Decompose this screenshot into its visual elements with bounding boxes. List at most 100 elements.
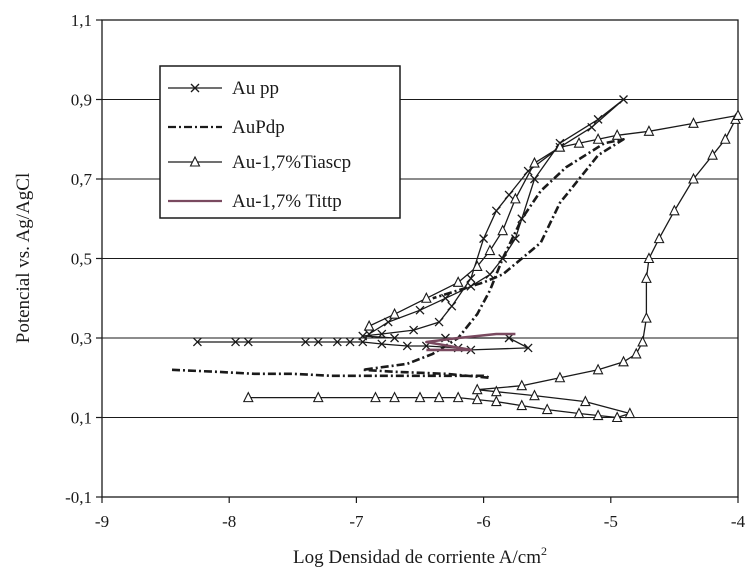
data-point-triangle-marker: [592, 363, 604, 375]
data-point-x-marker: [377, 339, 387, 349]
data-point-x-marker: [192, 337, 202, 347]
series-line: [248, 114, 739, 419]
data-point-triangle-marker: [471, 393, 483, 405]
data-point-x-marker: [231, 337, 241, 347]
data-point-triangle-marker: [516, 399, 528, 411]
data-point-x-marker: [485, 269, 495, 279]
data-point-x-marker: [479, 234, 489, 244]
data-point-x-marker: [447, 301, 457, 311]
data-point-triangle-marker: [312, 391, 324, 403]
legend-label: AuPdp: [232, 117, 285, 138]
data-point-triangle-marker: [554, 140, 566, 152]
data-point-triangle-marker: [618, 355, 629, 367]
series-4: [425, 332, 516, 352]
data-point-triangle-marker: [592, 409, 604, 421]
y-tick-label: 0,7: [71, 170, 93, 189]
data-series: [171, 95, 744, 423]
data-point-triangle-marker: [363, 319, 375, 331]
data-point-x-marker: [504, 190, 514, 200]
data-point-x-marker: [409, 325, 419, 335]
data-point-triangle-marker: [688, 117, 699, 128]
data-point-triangle-marker: [471, 383, 483, 395]
data-point-triangle-marker: [611, 129, 623, 140]
data-point-x-marker: [523, 343, 533, 353]
data-point-triangle-marker: [433, 391, 445, 403]
data-point-x-marker: [466, 273, 476, 283]
data-point-x-marker: [313, 337, 323, 347]
legend-label: Au-1,7% Tittp: [232, 191, 342, 212]
data-point-triangle-marker: [719, 133, 731, 144]
series-3: [242, 109, 744, 423]
data-point-x-marker: [510, 234, 520, 244]
data-point-triangle-marker: [389, 391, 400, 403]
x-tick-label: -9: [95, 512, 109, 531]
data-point-triangle-marker: [414, 391, 426, 403]
data-point-x-marker: [530, 174, 539, 184]
y-axis-ticks: -0,1 0,1 0,3 0,5 0,7 0,9 1,1: [65, 11, 102, 507]
data-point-x-marker: [504, 333, 514, 343]
data-point-x-marker: [587, 122, 597, 132]
data-point-triangle-marker: [579, 395, 591, 407]
legend: Au pp AuPdp Au-1,7%Tiascp Au-1,7% Tittp: [159, 65, 401, 219]
y-tick-label: 0,3: [71, 329, 92, 348]
data-point-x-marker: [345, 337, 355, 347]
data-point-x-marker: [364, 329, 374, 339]
data-point-triangle-marker: [630, 347, 642, 359]
legend-box: [159, 65, 401, 219]
data-point-triangle-marker: [389, 307, 400, 319]
data-point-triangle-marker: [516, 379, 528, 391]
x-tick-label: -8: [222, 512, 236, 531]
data-point-triangle-marker: [541, 403, 553, 415]
data-point-x-marker: [434, 317, 444, 327]
data-point-triangle-marker: [497, 224, 509, 236]
data-point-triangle-marker: [573, 407, 585, 419]
data-point-triangle-marker: [452, 391, 464, 403]
data-point-x-marker: [523, 166, 533, 176]
data-point-triangle-marker: [189, 155, 201, 167]
x-tick-label: -7: [349, 512, 364, 531]
data-point-triangle-marker: [643, 125, 655, 136]
data-point-triangle-marker: [637, 335, 648, 347]
y-tick-label: -0,1: [65, 488, 92, 507]
data-point-x-marker: [619, 95, 628, 104]
legend-item: Au-1,7%Tiascp: [168, 152, 351, 173]
legend-label: Au pp: [232, 78, 279, 99]
x-tick-label: -5: [604, 512, 618, 531]
legend-item: AuPdp: [168, 117, 285, 138]
series-2: [171, 138, 625, 380]
data-point-triangle-marker: [641, 272, 652, 283]
data-point-x-marker: [415, 305, 425, 315]
data-point-x-marker: [190, 83, 200, 93]
data-point-triangle-marker: [510, 192, 521, 204]
data-point-triangle-marker: [242, 391, 254, 403]
data-point-triangle-marker: [471, 260, 483, 272]
series-line: [171, 138, 625, 380]
data-point-x-marker: [358, 331, 368, 341]
x-axis-ticks: -9 -8 -7 -6 -5 -4: [95, 497, 745, 531]
data-point-triangle-marker: [370, 391, 381, 403]
data-point-x-marker: [440, 293, 450, 303]
data-point-x-marker: [491, 206, 501, 216]
data-point-x-marker: [332, 337, 342, 347]
series-line: [425, 332, 516, 352]
y-axis-title: Potencial vs. Ag/AgCl: [13, 173, 34, 343]
data-point-triangle-marker: [484, 244, 496, 256]
data-point-x-marker: [377, 329, 387, 339]
x-axis-title: Log Densidad de corriente A/cm2: [293, 544, 547, 568]
legend-label: Au-1,7%Tiascp: [232, 152, 351, 173]
x-tick-label: -4: [731, 512, 745, 531]
y-tick-label: 0,5: [71, 250, 92, 269]
data-point-x-marker: [402, 341, 412, 351]
data-point-triangle-marker: [653, 232, 665, 244]
legend-item: Au pp: [168, 78, 279, 99]
data-point-triangle-marker: [420, 292, 432, 303]
legend-item: Au-1,7% Tittp: [168, 191, 342, 212]
data-point-triangle-marker: [688, 172, 699, 184]
data-point-triangle-marker: [573, 136, 585, 148]
data-point-triangle-marker: [732, 109, 744, 120]
data-point-x-marker: [390, 333, 400, 343]
data-point-x-marker: [301, 337, 310, 347]
data-point-x-marker: [593, 114, 603, 124]
data-point-triangle-marker: [452, 276, 464, 287]
